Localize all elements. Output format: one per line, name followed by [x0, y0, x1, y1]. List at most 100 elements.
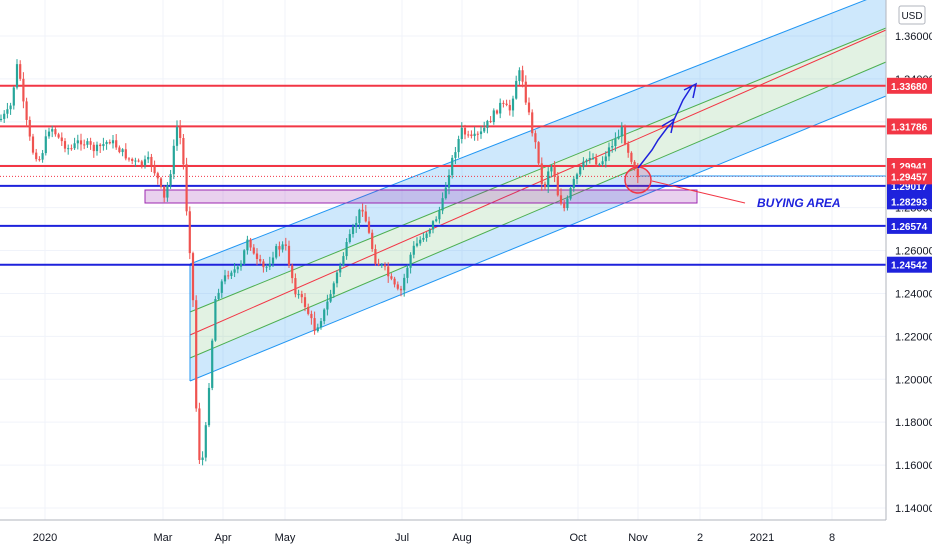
candle-body [447, 175, 451, 188]
candle-body [255, 253, 259, 260]
candle-body [25, 101, 28, 120]
candle-body [121, 149, 124, 153]
candle-body [287, 245, 291, 266]
price-tick-label: 1.24000 [895, 288, 932, 300]
candle-body [630, 152, 633, 162]
candle-body [495, 110, 499, 114]
buy-zone-rectangle [144, 189, 698, 204]
candle-body [156, 173, 159, 179]
drawings: BUYING AREA [624, 82, 841, 210]
candle-body [294, 278, 297, 295]
candle-body [627, 143, 630, 153]
candle-body [540, 163, 543, 184]
candle-body [319, 321, 323, 328]
price-level-badge [887, 193, 932, 210]
candle-body [572, 178, 575, 188]
time-tick-label: 2020 [33, 532, 57, 544]
candle-body [342, 256, 345, 265]
time-tick-label: Jul [395, 532, 409, 544]
candle-body [364, 211, 367, 222]
candle-body [310, 313, 313, 319]
arrow-head-icon [661, 117, 676, 134]
candle-body [41, 153, 44, 160]
candle-body [108, 142, 111, 144]
candle-body [70, 148, 73, 150]
candle-body [115, 140, 118, 148]
candle-body [505, 103, 508, 106]
candle-body [300, 294, 303, 298]
candle-body [220, 281, 223, 293]
candle-body [198, 408, 201, 461]
time-tick-label: Nov [628, 532, 648, 544]
candle-body [454, 152, 457, 158]
candle-body [406, 267, 409, 278]
candle-body [323, 309, 326, 322]
candle-body [543, 183, 547, 188]
candle-body [479, 131, 483, 135]
candle-body [89, 141, 92, 145]
price-level-badge [887, 118, 932, 135]
buying-area-annotation: BUYING AREA [757, 196, 841, 210]
candle-body [508, 105, 511, 111]
candle-body [351, 226, 355, 235]
channel-lower-line [189, 95, 887, 382]
candle-body [617, 136, 620, 139]
candle-body [604, 156, 607, 162]
candle-body [422, 237, 425, 240]
price-tick-label: 1.16000 [895, 460, 932, 472]
time-tick-label: 2 [697, 532, 703, 544]
candle-body [611, 146, 614, 148]
candle-body [9, 105, 12, 110]
candle-body [73, 143, 76, 149]
candle-body [316, 327, 319, 332]
candle-body [19, 64, 22, 79]
candle-body [86, 141, 89, 145]
time-tick-label: Oct [569, 532, 586, 544]
candle-body [246, 239, 249, 251]
candle-body [534, 133, 537, 143]
candle-body [35, 152, 38, 160]
candle-body [473, 133, 476, 137]
candle-body [463, 127, 467, 135]
candle-body [438, 210, 441, 220]
candle-body [275, 246, 278, 258]
candle-body [188, 211, 191, 254]
candle-body [620, 127, 623, 137]
price-level-text: 1.29017 [891, 182, 928, 193]
price-tick-label: 1.26000 [895, 246, 932, 258]
candle-body [339, 264, 342, 273]
candle-body [236, 266, 239, 270]
candle-body [281, 244, 284, 250]
price-level-text: 1.29457 [891, 172, 928, 183]
candle-body [38, 159, 41, 161]
candle-body [563, 203, 566, 209]
candle-body [217, 292, 220, 300]
candle-body [67, 148, 70, 150]
candle-body [0, 118, 3, 120]
currency-badge[interactable]: USD [898, 5, 926, 25]
candle-body [396, 284, 399, 289]
candle-body [60, 137, 63, 142]
candle-body [99, 144, 102, 147]
candle-body [367, 221, 371, 233]
price-tick-label: 1.22000 [895, 331, 932, 343]
candle-body [470, 134, 473, 137]
candle-body [537, 142, 540, 164]
candle-body [441, 198, 444, 211]
candle-body [348, 234, 351, 243]
channel-upper-mid-line [189, 27, 887, 313]
candle-body [431, 221, 435, 230]
candle-body [243, 250, 246, 264]
candle-body [179, 126, 182, 139]
candle-body [326, 301, 329, 310]
candle-body [131, 158, 134, 162]
arrow-head-icon [683, 82, 698, 99]
time-axis[interactable]: 2020 Mar Apr May Jul Aug Oct Nov 2 2021 8 [33, 532, 835, 544]
candle-body [515, 80, 518, 99]
candle-body [271, 257, 275, 264]
candle-body [297, 294, 300, 296]
candle-body [460, 127, 463, 140]
candle-body [633, 161, 636, 169]
candle-body [44, 136, 47, 154]
candle-body [332, 283, 335, 295]
